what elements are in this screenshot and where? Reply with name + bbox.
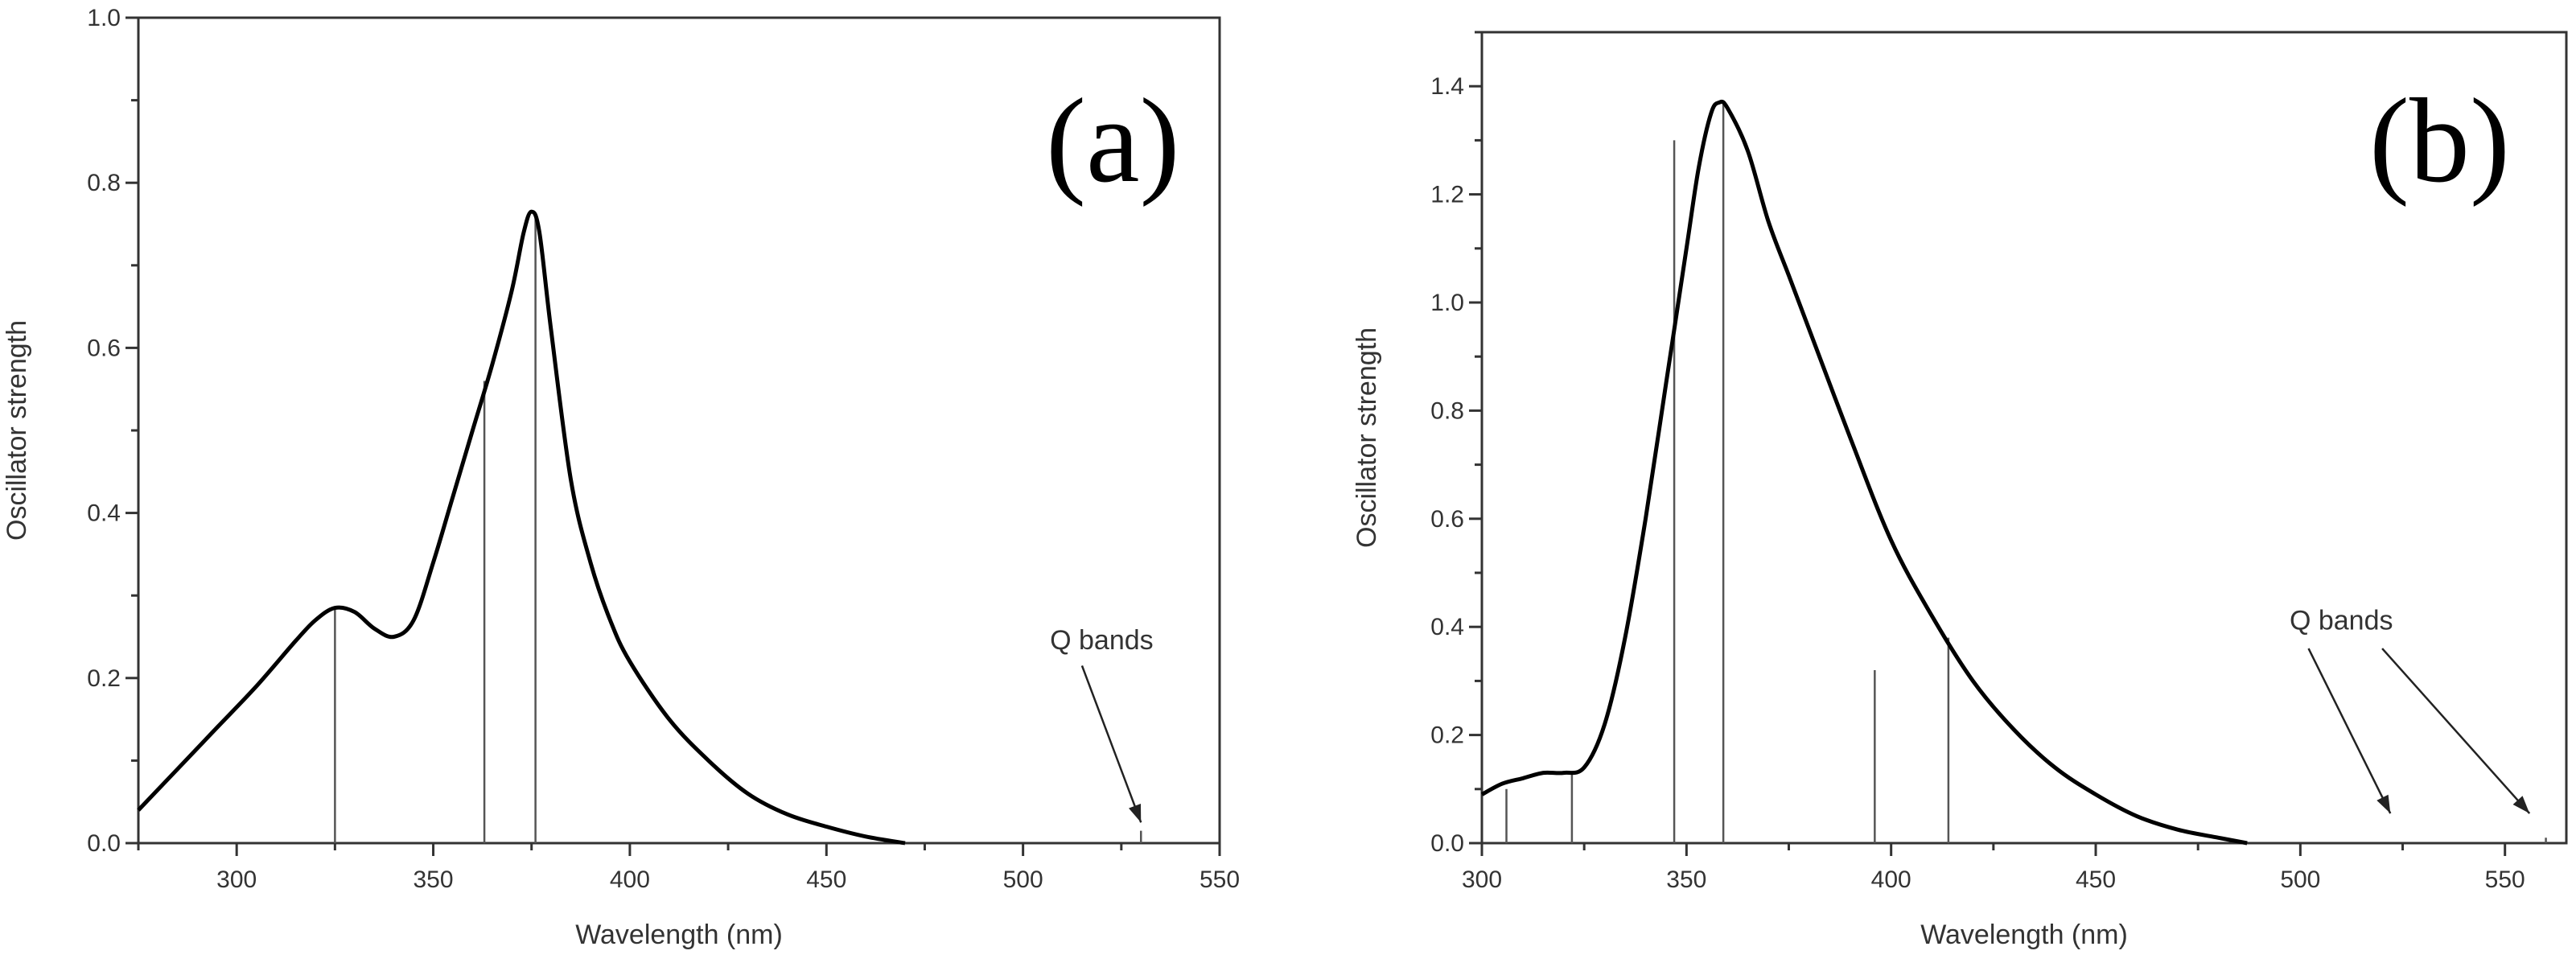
annotation-arrow-line (2381, 648, 2531, 814)
x-tick-label: 300 (216, 866, 257, 893)
spectrum-curve (1480, 99, 2248, 846)
chart-panel-a: 300 350 400 450 500 550 0.0 0.2 0.4 0.6 0.8 1.0 Wave… (2, 5, 1240, 950)
x-tick-label: 550 (2485, 866, 2525, 893)
x-tick-label: 500 (1003, 866, 1043, 893)
x-tick-label: 350 (414, 866, 454, 893)
x-tick-label: 450 (2076, 866, 2116, 893)
annotation-arrow-line (1080, 665, 1142, 823)
y-tick-label: 1.0 (1430, 290, 1464, 316)
x-axis-label: Wavelength (nm) (1920, 920, 2128, 950)
y-tick-label: 0.6 (87, 335, 121, 361)
x-tick-label: 400 (610, 866, 650, 893)
annotation-arrow-head (1129, 803, 1142, 823)
q-bands-label: Q bands (1050, 625, 1154, 656)
spectrum-curve (137, 209, 906, 846)
annotation-arrow-head (2376, 794, 2391, 814)
x-tick-label: 550 (1200, 866, 1240, 893)
x-tick-label: 450 (806, 866, 846, 893)
x-axis-label: Wavelength (nm) (575, 920, 783, 950)
y-tick-label: 0.2 (87, 665, 121, 692)
panel-label: (a) (1046, 74, 1179, 208)
y-tick-label: 1.0 (87, 5, 121, 31)
y-axis-label: Oscillator strength (2, 320, 32, 541)
annotation-arrow-line (2307, 648, 2392, 814)
x-tick-label: 500 (2280, 866, 2320, 893)
x-tick-label: 300 (1462, 866, 1502, 893)
y-tick-label: 0.0 (1430, 830, 1464, 857)
y-tick-label: 1.2 (1430, 182, 1464, 208)
q-bands-label: Q bands (2290, 606, 2393, 636)
y-tick-label: 0.4 (87, 500, 121, 527)
y-tick-label: 0.2 (1430, 722, 1464, 749)
y-tick-label: 0.0 (87, 830, 121, 857)
y-tick-label: 0.8 (1430, 397, 1464, 424)
y-tick-label: 0.6 (1430, 506, 1464, 533)
x-tick-label: 400 (1871, 866, 1911, 893)
y-tick-label: 0.4 (1430, 614, 1464, 640)
y-axis-label: Oscillator strength (1352, 327, 1382, 548)
y-tick-label: 0.8 (87, 170, 121, 196)
panel-label: (b) (2369, 74, 2510, 208)
annotation-arrow-head (2512, 796, 2530, 814)
y-tick-label: 1.4 (1430, 73, 1464, 100)
x-tick-label: 350 (1666, 866, 1706, 893)
chart-panel-b: 300 350 400 450 500 550 0.0 0.2 0.4 0.6 0.8 1.0 1.2 1… (1352, 31, 2568, 950)
plot-frame (1480, 31, 2568, 845)
